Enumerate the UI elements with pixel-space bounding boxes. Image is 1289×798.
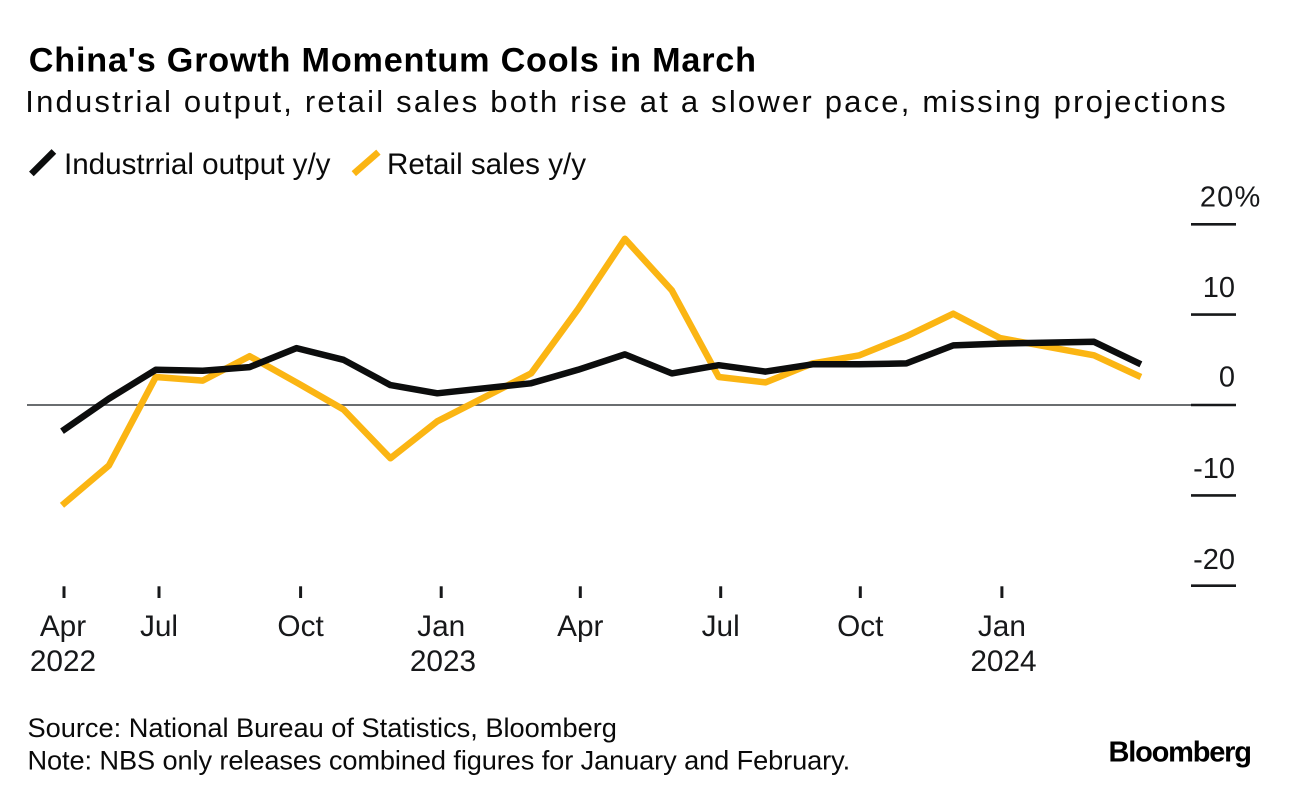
svg-text:0: 0	[1219, 361, 1235, 393]
svg-text:10: 10	[1203, 272, 1235, 304]
svg-text:China's Growth Momentum Cools: China's Growth Momentum Cools in March	[29, 42, 757, 80]
svg-text:2024: 2024	[970, 645, 1036, 678]
svg-text:Oct: Oct	[837, 610, 884, 643]
svg-text:Note: NBS only releases combin: Note: NBS only releases combined figures…	[28, 745, 851, 776]
svg-text:2022: 2022	[30, 645, 96, 678]
svg-text:Industrial output, retail sale: Industrial output, retail sales both ris…	[25, 84, 1227, 119]
svg-text:2023: 2023	[410, 645, 476, 678]
svg-text:Oct: Oct	[277, 610, 324, 643]
svg-text:Apr: Apr	[557, 610, 603, 643]
svg-text:Retail sales y/y: Retail sales y/y	[387, 148, 586, 181]
svg-text:Bloomberg: Bloomberg	[1109, 736, 1251, 768]
svg-text:-20: -20	[1193, 544, 1235, 576]
svg-text:Jan: Jan	[978, 610, 1026, 643]
svg-text:-10: -10	[1193, 453, 1235, 485]
svg-text:Industrrial output y/y: Industrrial output y/y	[64, 148, 331, 181]
svg-text:Jul: Jul	[702, 610, 740, 643]
svg-text:Jan: Jan	[417, 610, 465, 643]
svg-text:20%: 20%	[1200, 182, 1262, 214]
svg-text:Apr: Apr	[40, 610, 86, 643]
svg-text:Jul: Jul	[140, 610, 178, 643]
svg-text:Source: National Bureau of Sta: Source: National Bureau of Statistics, B…	[28, 712, 617, 743]
